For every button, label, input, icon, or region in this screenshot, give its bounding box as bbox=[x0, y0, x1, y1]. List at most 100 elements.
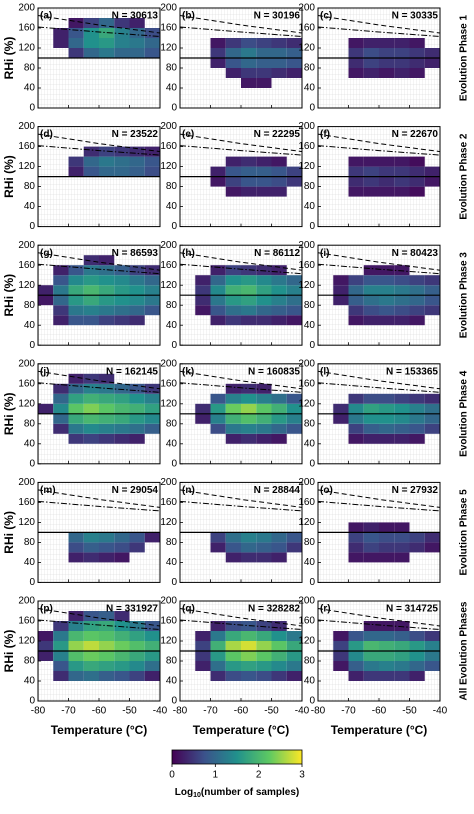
x-tick-label: -50 bbox=[122, 706, 137, 717]
heatmap-cell bbox=[114, 156, 130, 167]
x-tick-label: -40 bbox=[153, 706, 168, 717]
heatmap-cell bbox=[409, 38, 425, 48]
heatmap-cell bbox=[144, 413, 160, 424]
heatmap-cell bbox=[99, 146, 115, 157]
heatmap-cell bbox=[210, 413, 226, 424]
heatmap-cell bbox=[394, 671, 410, 681]
heatmap-cell bbox=[225, 305, 241, 316]
heatmap-cell bbox=[256, 38, 272, 48]
y-tick-label: 160 bbox=[160, 616, 177, 627]
heatmap-cell bbox=[38, 295, 54, 306]
x-tick-label: -40 bbox=[433, 706, 448, 717]
panel: (n) N = 28844 0 40 80 120 160 200 bbox=[160, 477, 303, 588]
heatmap-cell bbox=[53, 265, 69, 276]
colorbar bbox=[171, 749, 303, 765]
heatmap-cell bbox=[129, 433, 145, 444]
reference-line bbox=[179, 15, 303, 34]
panel-label: (k) bbox=[182, 366, 194, 377]
heatmap-cell bbox=[271, 58, 287, 68]
x-tick-label: -60 bbox=[372, 706, 387, 717]
y-tick-label: 160 bbox=[298, 616, 315, 627]
y-tick-label: 0 bbox=[309, 340, 315, 351]
heatmap-cell bbox=[53, 661, 69, 671]
heatmap-cell bbox=[286, 285, 302, 296]
sample-count: N = 22295 bbox=[254, 129, 301, 140]
heatmap-cell bbox=[348, 641, 364, 651]
heatmap-cell bbox=[424, 295, 440, 306]
heatmap-cell bbox=[38, 631, 54, 641]
row-label: Evolution Phase 3 bbox=[459, 252, 470, 339]
y-tick-label: 160 bbox=[18, 378, 35, 389]
y-axis-label: RHi (%) bbox=[2, 155, 16, 198]
heatmap-cell bbox=[394, 552, 410, 563]
heatmap-cell bbox=[409, 403, 425, 414]
heatmap-cell bbox=[241, 265, 257, 276]
heatmap-cell bbox=[286, 68, 302, 78]
y-tick-label: 0 bbox=[171, 458, 177, 469]
heatmap-cell bbox=[394, 58, 410, 68]
heatmap-cell bbox=[114, 651, 130, 661]
heatmap-cell bbox=[68, 651, 84, 661]
heatmap-cell bbox=[256, 393, 272, 404]
heatmap-cell bbox=[256, 433, 272, 444]
heatmap-cell bbox=[286, 651, 302, 661]
y-tick-label: 120 bbox=[160, 636, 177, 647]
heatmap-cell bbox=[286, 393, 302, 404]
heatmap-cell bbox=[129, 265, 145, 276]
heatmap-cell bbox=[114, 661, 130, 671]
heatmap-cell bbox=[271, 38, 287, 48]
heatmap-cell bbox=[348, 48, 364, 58]
heatmap-cell bbox=[114, 393, 130, 404]
heatmap-cell bbox=[409, 166, 425, 177]
heatmap-cell bbox=[83, 275, 99, 286]
y-tick-label: 0 bbox=[171, 577, 177, 588]
heatmap-cell bbox=[348, 166, 364, 177]
heatmap-cell bbox=[83, 661, 99, 671]
heatmap-cell bbox=[394, 166, 410, 177]
panel: (i) N = 80423 0 40 80 120 160 200 Evolution Phas… bbox=[298, 240, 469, 351]
heatmap-cell bbox=[68, 433, 84, 444]
heatmap-cell bbox=[99, 275, 115, 286]
y-tick-label: 200 bbox=[160, 358, 177, 369]
heatmap-cell bbox=[241, 433, 257, 444]
y-tick-label: 160 bbox=[298, 378, 315, 389]
heatmap-cell bbox=[394, 295, 410, 306]
heatmap-cell bbox=[363, 641, 379, 651]
heatmap-cell bbox=[144, 295, 160, 306]
heatmap-cell bbox=[99, 315, 115, 326]
heatmap-cell bbox=[394, 433, 410, 444]
heatmap-cell bbox=[225, 542, 241, 553]
reference-line bbox=[317, 263, 441, 275]
reference-line bbox=[37, 608, 161, 627]
y-tick-label: 80 bbox=[24, 181, 36, 192]
y-tick-label: 160 bbox=[18, 23, 35, 34]
panel: (d) N = 23522 0 40 80 120 160 200 RHi (%) bbox=[2, 121, 161, 232]
heatmap-cell bbox=[379, 552, 395, 563]
heatmap-cell bbox=[348, 285, 364, 296]
heatmap-cell bbox=[68, 403, 84, 414]
heatmap-cell bbox=[379, 413, 395, 424]
x-tick-label: -60 bbox=[92, 706, 107, 717]
heatmap-cell bbox=[129, 48, 145, 58]
colorbar-tick-label: 0 bbox=[169, 770, 175, 781]
heatmap-cell bbox=[210, 621, 226, 631]
heatmap-cell bbox=[409, 186, 425, 197]
heatmap-cell bbox=[424, 166, 440, 177]
y-tick-label: 200 bbox=[298, 121, 315, 132]
heatmap-cell bbox=[129, 38, 145, 48]
heatmap-cell bbox=[348, 532, 364, 543]
y-tick-label: 0 bbox=[29, 696, 35, 707]
heatmap-cell bbox=[379, 295, 395, 306]
heatmap-cell bbox=[379, 393, 395, 404]
y-tick-label: 160 bbox=[298, 141, 315, 152]
reference-line bbox=[179, 263, 303, 275]
heatmap-cell bbox=[144, 265, 160, 276]
heatmap-cell bbox=[394, 403, 410, 414]
y-tick-label: 200 bbox=[18, 240, 35, 251]
heatmap-cell bbox=[348, 671, 364, 681]
heatmap-cell bbox=[256, 186, 272, 197]
heatmap-cell bbox=[333, 661, 349, 671]
heatmap-cell bbox=[348, 631, 364, 641]
heatmap-cell bbox=[409, 275, 425, 286]
x-axis-label: Temperature (°C) bbox=[193, 723, 290, 737]
